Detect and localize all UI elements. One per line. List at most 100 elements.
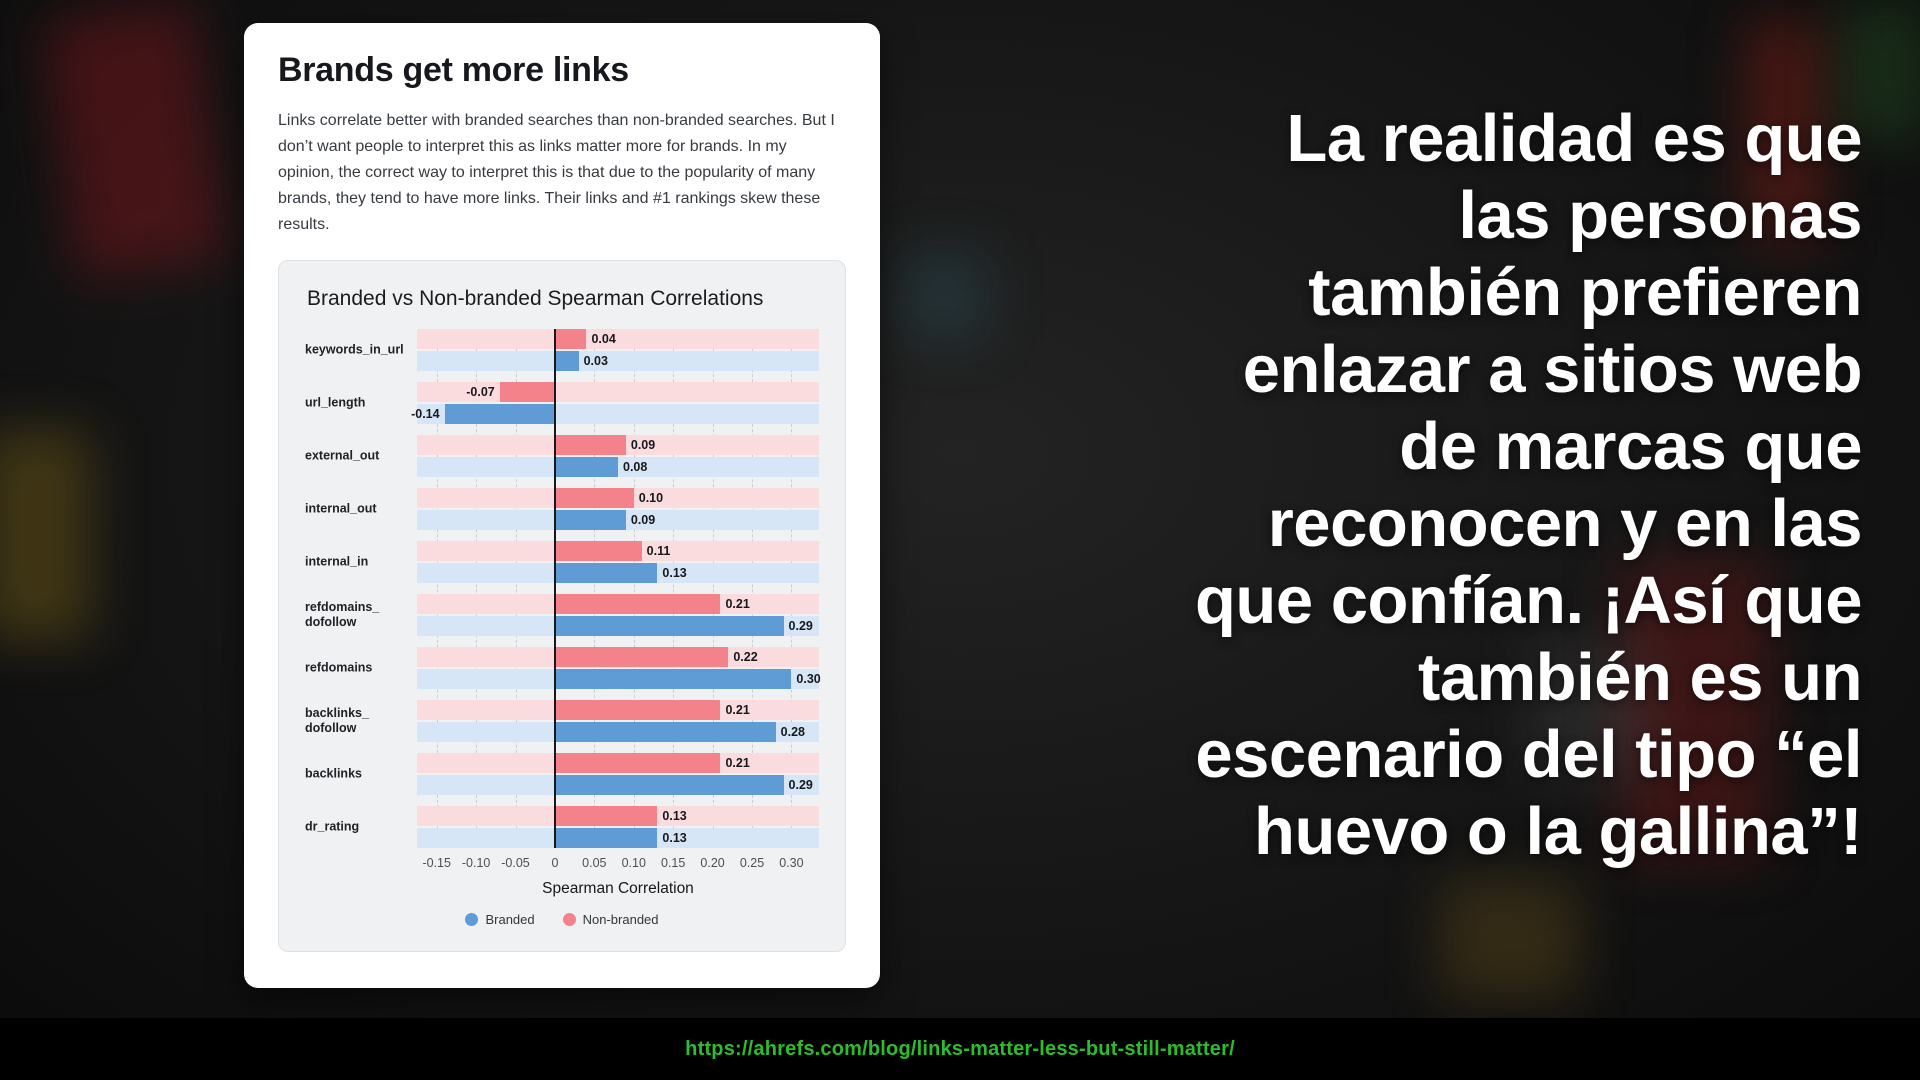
category-label: dr_rating [305, 819, 360, 834]
x-tick-label: 0.10 [621, 855, 646, 870]
bar-row: 0.13 [417, 562, 819, 583]
bar [444, 403, 555, 424]
x-tick-label: -0.05 [501, 855, 530, 870]
category-label: backlinks_ dofollow [305, 705, 369, 735]
bar-row: 0.13 [417, 827, 819, 848]
chart-panel: Branded vs Non-branded Spearman Correlat… [278, 259, 846, 952]
bar [554, 434, 626, 455]
bar [554, 509, 626, 530]
chart-legend: Branded Non-branded [305, 912, 819, 927]
bar-group: refdomains_ dofollow 0.21 0.29 [305, 593, 819, 636]
bar-group: backlinks 0.21 0.29 [305, 752, 819, 795]
quote-text: La realidad es que las personas también … [1195, 101, 1863, 870]
bar-value-label: -0.14 [411, 406, 440, 421]
bar-value-label: 0.03 [583, 353, 608, 368]
bar-row: 0.29 [417, 774, 819, 795]
chart-gridlines [417, 328, 819, 848]
bar-row: 0.03 [417, 350, 819, 371]
bar [554, 699, 721, 720]
chart-x-axis-label: Spearman Correlation [542, 879, 694, 897]
bar-row: 0.09 [417, 434, 819, 455]
chart-plot-area: keywords_in_url 0.04 0.03 url_length -0.07 -0… [305, 328, 821, 848]
category-label: internal_out [305, 501, 377, 516]
gridline [515, 328, 517, 848]
bar-row: 0.11 [417, 540, 819, 561]
card-description: Links correlate better with branded sear… [278, 112, 835, 233]
chart-x-ticks: -0.15 -0.10 -0.05 0 0.05 0.10 0.15 0.20 0.25 0.30 [417, 856, 819, 876]
bar-value-label: 0.29 [788, 777, 813, 792]
chart-title: Branded vs Non-branded Spearman Correlat… [307, 286, 764, 310]
bar-row: 0.21 [417, 593, 819, 614]
x-tick-label: 0.20 [700, 855, 725, 870]
bar [554, 487, 634, 508]
bar-row: 0.04 [417, 328, 819, 349]
background-decoration [0, 430, 90, 640]
bar [554, 540, 642, 561]
chart-rows: keywords_in_url 0.04 0.03 url_length -0.07 -0… [305, 328, 821, 848]
bar-row: 0.08 [417, 456, 819, 477]
background-decoration [1440, 880, 1580, 1000]
bar-group: internal_in 0.11 0.13 [305, 540, 819, 583]
bar [554, 562, 658, 583]
bar-row: 0.21 [417, 699, 819, 720]
bar-value-label: -0.07 [466, 384, 495, 399]
legend-label: Branded [485, 911, 535, 927]
bar-row: -0.14 [411, 403, 819, 424]
bar-track [417, 328, 819, 349]
bar [554, 827, 658, 848]
bar-group: keywords_in_url 0.04 0.03 [305, 328, 819, 371]
legend-dot [465, 912, 479, 926]
bar-value-label: 0.13 [662, 565, 687, 580]
bar-group: external_out 0.09 0.08 [305, 434, 819, 477]
bar-value-label: 0.28 [780, 724, 805, 739]
bar [554, 456, 618, 477]
gridline [791, 328, 793, 848]
x-tick-label: 0.05 [582, 855, 607, 870]
bar-row: 0.28 [417, 721, 819, 742]
bar-row: 0.13 [417, 805, 819, 826]
bar-row: 0.09 [417, 509, 819, 530]
legend-item: Non-branded [562, 911, 659, 927]
gridline [436, 328, 438, 848]
x-tick-label: 0.15 [661, 855, 686, 870]
bar-value-label: 0.29 [788, 618, 813, 633]
footer-link[interactable]: https://ahrefs.com/blog/links-matter-les… [685, 1037, 1235, 1060]
bar-row: -0.07 [417, 381, 819, 402]
bar-row: 0.22 [417, 646, 819, 667]
bar-row: 0.21 [417, 752, 819, 773]
bar-value-label: 0.22 [733, 649, 758, 664]
bar-value-label: 0.13 [662, 830, 687, 845]
legend-label: Non-branded [582, 911, 659, 927]
bar-group: refdomains 0.22 0.30 [305, 646, 821, 689]
category-label: url_length [305, 395, 366, 410]
background-decoration [900, 250, 990, 340]
gridline [712, 328, 714, 848]
chart-zero-line [553, 328, 556, 848]
bar-value-label: 0.13 [662, 808, 687, 823]
legend-dot [562, 912, 576, 926]
bar-track [417, 350, 819, 371]
bar [554, 774, 784, 795]
category-label: external_out [305, 448, 380, 463]
background-decoration [42, 0, 228, 280]
bar [554, 721, 776, 742]
category-label: internal_in [305, 554, 369, 569]
bar-group: url_length -0.07 -0.14 [305, 381, 819, 424]
bar-value-label: 0.09 [630, 512, 656, 527]
gridline [594, 328, 596, 848]
card-title: Brands get more links [278, 51, 629, 89]
footer-bar: https://ahrefs.com/blog/links-matter-les… [0, 1018, 1920, 1080]
bar [554, 646, 729, 667]
bar-track [417, 456, 819, 477]
bar-row: 0.29 [417, 615, 819, 636]
legend-item: Branded [465, 911, 535, 927]
category-label: backlinks [305, 766, 362, 781]
x-tick-label: 0.25 [739, 855, 765, 870]
bar-group: backlinks_ dofollow 0.21 0.28 [305, 699, 819, 742]
bar [554, 350, 579, 371]
card: Brands get more links Links correlate be… [244, 23, 880, 988]
gridline [673, 328, 675, 848]
bar [554, 805, 658, 826]
chart-body: keywords_in_url 0.04 0.03 url_length -0.07 -0… [305, 328, 821, 898]
